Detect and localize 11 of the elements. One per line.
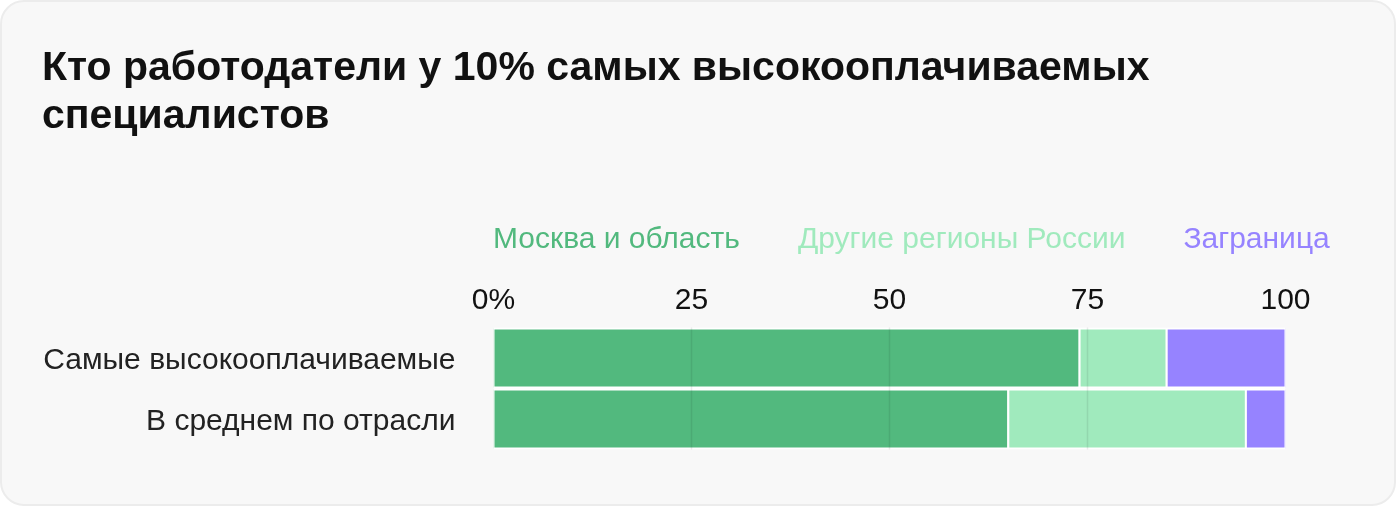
x-tick-label: 100 [1260, 281, 1311, 315]
text: Москва и область [493, 221, 740, 255]
text: Другие регионы России [797, 221, 1126, 255]
x-tick-label: 50 [872, 281, 907, 315]
y-tick-label: В среднем по отрасли [146, 402, 456, 436]
x-tick-label: 25 [674, 281, 709, 315]
y-tick-label: Самые высокооплачиваемые [43, 341, 456, 375]
x-tick-label: 75 [1070, 281, 1105, 315]
chart-title: Кто работодатели у 10% самых высокооплачиваемых специалистов [41, 42, 1151, 138]
x-tick-label: 0% [471, 281, 516, 315]
text: Заграница [1183, 221, 1330, 255]
